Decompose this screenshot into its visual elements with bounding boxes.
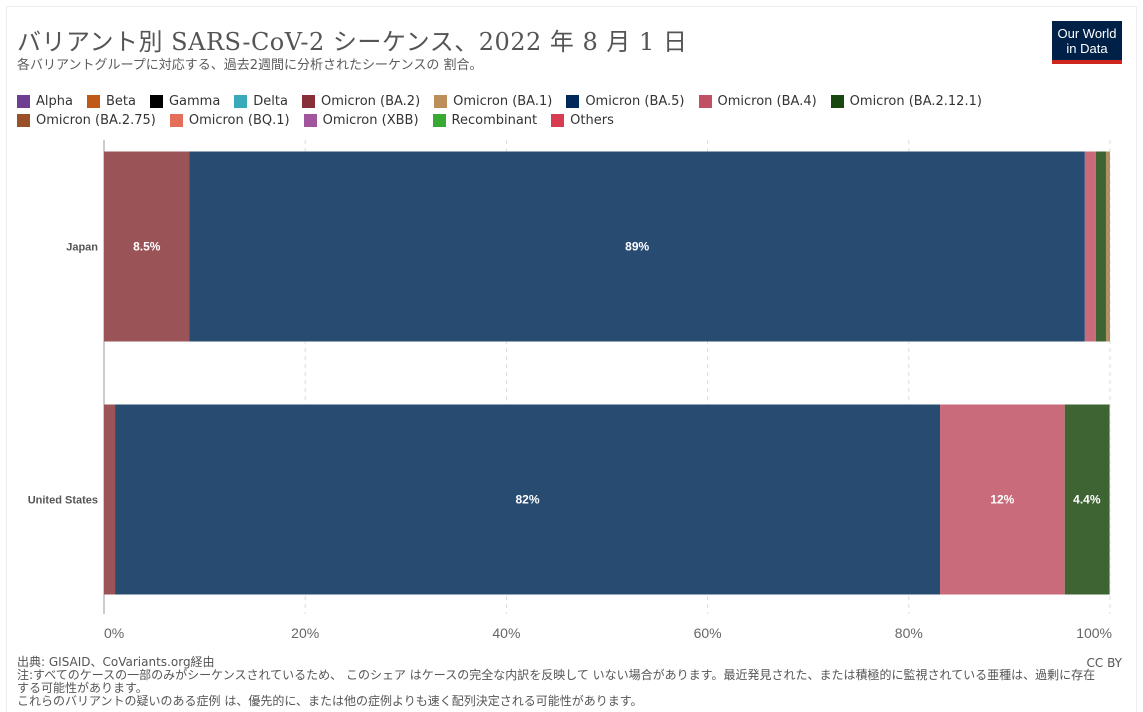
bar-segment (1095, 151, 1106, 342)
legend-item[interactable]: Omicron (BA.5) (566, 94, 685, 109)
logo-text-line2: in Data (1066, 41, 1108, 56)
legend-row: Omicron (BA.2.75) Omicron (BQ.1) Omicron (… (17, 111, 1117, 130)
license-label[interactable]: CC BY (1086, 656, 1122, 670)
bar-segment (1084, 151, 1096, 342)
legend-item[interactable]: Omicron (XBB) (303, 113, 419, 128)
bar-segment (115, 404, 940, 595)
legend-swatch (149, 95, 163, 108)
legend-swatch (566, 95, 580, 108)
legend: Alpha Beta Gamma Delta Omicron (BA.2) Omicron… (17, 92, 1117, 130)
x-tick-label: 0% (104, 625, 124, 641)
chart-subtitle: 各バリアントグループに対応する、過去2週間に分析されたシーケンスの 割合。 (17, 58, 483, 73)
data-label: 4.4% (1073, 493, 1101, 507)
legend-swatch (698, 95, 712, 108)
x-tick-label: 40% (492, 625, 520, 641)
legend-item[interactable]: Omicron (BQ.1) (169, 113, 290, 128)
bar-segment (189, 151, 1085, 342)
category-label: United States (28, 495, 98, 507)
bar-segment (1105, 151, 1110, 342)
legend-item[interactable]: Omicron (BA.1) (434, 94, 552, 109)
legend-label: Omicron (BA.1) (453, 94, 553, 109)
legend-row: Alpha Beta Gamma Delta Omicron (BA.2) Omicron… (17, 92, 1117, 111)
legend-item[interactable]: Omicron (BA.2) (301, 94, 421, 109)
legend-item[interactable]: Others (551, 113, 614, 128)
footnote-2: これらのバリアントの疑いのある症例 は、優先的に、または他の症例よりも速く配列決… (17, 694, 643, 708)
legend-swatch (551, 114, 565, 127)
bar-segment (104, 151, 190, 342)
legend-label: Delta (253, 94, 288, 109)
legend-label: Gamma (168, 94, 221, 109)
x-tick-label: 80% (895, 625, 923, 641)
legend-item[interactable]: Beta (86, 94, 136, 109)
owid-logo[interactable]: Our World in Data (1052, 21, 1122, 64)
footer: 出典: GISAID、CoVariants.org経由 注:すべてのケースの一部… (17, 656, 1127, 708)
x-tick-label: 60% (694, 625, 722, 641)
bar-segment (104, 404, 116, 595)
legend-label: Others (570, 113, 614, 128)
legend-swatch (17, 95, 30, 108)
x-tick-label: 100% (1076, 625, 1112, 641)
legend-label: Alpha (36, 94, 73, 109)
legend-label: Omicron (BQ.1) (188, 113, 290, 128)
data-label: 89% (625, 240, 649, 254)
legend-swatch (86, 95, 100, 108)
legend-item[interactable]: Gamma (149, 94, 221, 109)
footnote-1: 注:すべてのケースの一部のみがシーケンスされているため、 このシェア はケースの… (17, 668, 1096, 695)
legend-item[interactable]: Omicron (BA.2.75) (17, 113, 156, 128)
legend-item[interactable]: Recombinant (432, 113, 538, 128)
legend-label: Omicron (BA.5) (585, 94, 685, 109)
bar-segment (939, 404, 1065, 595)
data-label: 12% (990, 493, 1014, 507)
legend-item[interactable]: Alpha (17, 94, 73, 109)
legend-label: Omicron (XBB) (322, 113, 419, 128)
data-label: 82% (516, 493, 540, 507)
legend-item[interactable]: Delta (234, 94, 288, 109)
legend-swatch (830, 95, 844, 108)
legend-label: Recombinant (451, 113, 538, 128)
category-label: Japan (66, 242, 98, 254)
legend-swatch (432, 114, 446, 127)
legend-swatch (434, 95, 448, 108)
legend-label: Omicron (BA.2.12.1) (849, 94, 982, 109)
x-tick-label: 20% (291, 625, 319, 641)
source-note: 出典: GISAID、CoVariants.org経由 (17, 655, 215, 669)
legend-swatch (234, 95, 248, 108)
legend-swatch (17, 114, 30, 127)
legend-swatch (301, 95, 315, 108)
legend-swatch (303, 114, 317, 127)
legend-label: Omicron (BA.2.75) (36, 113, 156, 128)
logo-text-line1: Our World (1057, 26, 1117, 41)
legend-label: Beta (105, 94, 136, 109)
chart-frame (6, 6, 1137, 712)
logo-accent-bar (1052, 60, 1122, 64)
legend-item[interactable]: Omicron (BA.4) (698, 94, 817, 109)
stacked-bar-chart: 0% 20% 40% 60% 80% 100% Japan 8.5% 89% United Sta… (28, 140, 1112, 641)
chart-title: バリアント別 SARS-CoV-2 シーケンス、2022 年 8 月 1 日 (17, 28, 688, 56)
bar-segment (1108, 404, 1110, 595)
legend-item[interactable]: Omicron (BA.2.12.1) (830, 94, 982, 109)
bar-segment (1064, 404, 1109, 595)
legend-label: Omicron (BA.2) (320, 94, 421, 109)
legend-swatch (169, 114, 183, 127)
data-label: 8.5% (133, 240, 161, 254)
legend-label: Omicron (BA.4) (717, 94, 817, 109)
